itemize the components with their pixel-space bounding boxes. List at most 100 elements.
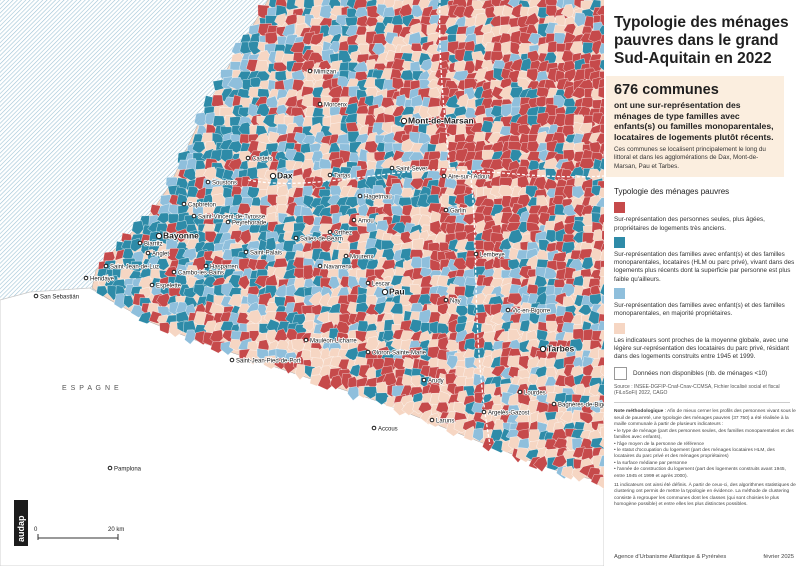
department-border [469,169,491,446]
city-marker [429,417,435,423]
commune-polygon [571,185,585,199]
city-label: Oloron-Sainte-Marie [372,351,427,357]
commune-polygon [515,447,533,463]
city-label: Hasparren [210,265,238,271]
method-bullet-text: le type de ménage (part des personnes se… [614,428,794,441]
method-bullet-text: le statut d'occupation du logement (part… [614,447,775,460]
method-text: Afin de mieux cerner les profils des per… [614,409,796,428]
city-label: Bayonne [163,231,199,241]
legend-text-beige: Les indicateurs sont proches de la moyen… [614,336,790,361]
city-label: Lescar [372,282,390,288]
commune-polygon [347,386,363,401]
commune-polygon [419,58,434,72]
commune-polygon [339,166,354,181]
scale-start-label: 0 [34,527,38,533]
commune-polygon [239,228,253,245]
commune-polygon [426,412,443,428]
city-label: Mimizan [314,70,336,76]
commune-polygon [482,437,495,452]
commune-polygons [96,0,604,490]
legend-swatch-dark-blue [614,236,625,248]
city-label: Morcenx [324,103,347,109]
city-label: Anglet [152,252,169,258]
city-label: Pau [389,287,405,297]
city-marker [145,250,151,256]
city-label: San Sebastián [40,295,79,301]
city-label: Orthez [334,231,352,237]
logo-text: audap [16,515,26,542]
city-label: Tarbes [547,344,575,354]
city-label: Castets [252,157,272,163]
commune-polygon [599,123,604,135]
commune-polygon [526,384,540,397]
commune-polygon [559,410,576,424]
commune-polygon [375,392,391,405]
commune-polygon [429,220,443,236]
city-marker [421,377,427,383]
commune-polygon [155,258,170,271]
commune-polygon [600,339,604,353]
typology-map: Mont-de-Marsan Dax Bayonne Pau Tarbes Mimizan… [0,0,604,566]
commune-polygon [317,374,333,391]
city-marker [351,217,357,223]
scale-end-label: 20 km [108,527,124,533]
commune-polygon [597,320,604,333]
city-marker [203,263,209,269]
highlight-note: Ces communes se localisent principalemen… [614,146,766,170]
city-marker [107,465,113,471]
commune-polygon [434,24,449,36]
source-note: Source : INSEE-DGFIP-Cnaf-Cnav-CCMSA, Fi… [614,384,780,397]
city-marker [365,280,371,286]
city-marker [171,269,177,275]
commune-polygon [598,169,604,181]
city-label: Arudy [428,379,444,385]
commune-polygon [401,400,417,416]
city-marker [343,253,349,259]
commune-polygon [373,193,387,207]
commune-polygon [596,303,604,317]
city-marker [371,425,377,431]
city-label: Saint-Sever [396,167,427,173]
legend-swatch-red [614,202,625,214]
scale-bar: 0 20 km [33,526,125,540]
legend-panel: Typologie des ménages pauvres dans le gr… [606,14,796,562]
commune-polygon [599,404,604,415]
commune-polygon [599,249,604,262]
method-note: Note méthodologique : Afin de mieux cern… [614,409,796,508]
city-label: Saint-Vincent-de-Tyrosse [198,215,266,221]
legend-item-dark-blue: Sur-représentation des familles avec enf… [614,236,796,284]
city-marker [327,172,333,178]
city-label: Saint-Jean-Pied-de-Port [236,359,301,365]
commune-polygon [182,247,197,262]
commune-polygon [599,59,604,71]
city-label: Hendaye [90,277,115,283]
city-marker [33,293,39,299]
commune-polygon [554,392,567,405]
city-label: Salies-de-Béarn [300,237,343,243]
commune-polygon [597,476,604,490]
method-bullet: • la surface médiane par personne [614,460,688,466]
legend-text-nodata: Données non disponibles (nb. de ménages … [633,369,768,377]
commune-polygon [393,401,408,416]
city-marker [205,179,211,185]
method-bullet: • le type de ménage (part des personnes … [614,428,794,441]
city-label: Aire-sur-l'Adour [448,175,490,181]
commune-polygon [598,455,604,468]
legend-item-nodata: Données non disponibles (nb. de ménages … [614,367,796,381]
commune-polygon [599,266,604,280]
commune-polygon [600,365,604,377]
commune-polygon [409,177,427,191]
city-marker [245,155,251,161]
city-label: Nay [450,299,461,305]
commune-polygon [533,455,548,473]
commune-polygon [96,285,109,297]
city-marker [317,101,323,107]
map-title: Typologie des ménages pauvres dans le gr… [614,14,789,67]
commune-polygon [600,426,604,439]
city-label: Mauléon-Licharre [310,339,357,345]
city-marker [481,409,487,415]
commune-polygon [602,150,604,161]
city-label: Mont-de-Marsan [408,116,474,126]
city-label: Pamplona [114,467,142,473]
city-label: Accous [378,427,398,433]
